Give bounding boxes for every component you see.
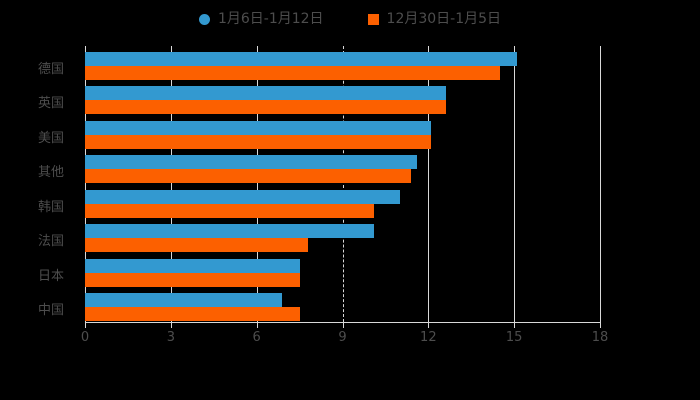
legend-entry-series-1[interactable]: 1月6日-1月12日 [198, 11, 324, 27]
legend-label-series-1: 1月6日-1月12日 [217, 11, 324, 27]
bar [85, 293, 283, 307]
y-axis-label-7: 中国 [37, 303, 64, 318]
y-axis-label-6: 日本 [37, 268, 64, 284]
y-axis-label-4: 韩国 [37, 199, 64, 215]
bar [85, 238, 309, 252]
x-axis-label-9: 9 [338, 330, 347, 345]
x-axis-tick-15 [514, 323, 516, 328]
legend-entry-series-2[interactable]: 12月30日-1月5日 [367, 11, 502, 27]
x-axis-label-15: 15 [505, 330, 523, 345]
bar [85, 155, 417, 169]
y-axis-label-2: 美国 [37, 130, 64, 146]
bar [85, 65, 500, 80]
y-axis-line [85, 46, 86, 323]
legend-label-series-2: 12月30日-1月5日 [386, 11, 502, 27]
y-axis-category-labels: 德国英国美国其他韩国法国日本中国 [0, 46, 76, 322]
y-axis-label-1: 英国 [37, 96, 64, 111]
y-axis-label-0: 德国 [37, 61, 64, 77]
bar [85, 189, 400, 204]
chart-legend: 1月6日-1月12日 12月30日-1月5日 [0, 8, 700, 30]
bar [85, 224, 374, 238]
bar [85, 169, 412, 183]
gridline-9 [342, 46, 344, 322]
gridline-3 [170, 46, 172, 322]
x-axis-tick-18 [600, 323, 601, 328]
x-axis-tick-3 [170, 323, 172, 328]
x-axis-label-3: 3 [166, 330, 175, 345]
x-axis-tick-6 [256, 323, 258, 328]
y-axis-label-5: 法国 [37, 234, 64, 249]
x-axis-label-18: 18 [591, 330, 609, 345]
x-axis-label-0: 0 [80, 330, 90, 345]
bar [85, 120, 432, 135]
plot-area [85, 46, 601, 322]
x-axis-line [85, 322, 601, 323]
gridline-12 [428, 46, 430, 322]
legend-swatch-series-1 [198, 13, 210, 25]
bar [85, 51, 518, 66]
bar [85, 203, 374, 218]
y-axis-label-3: 其他 [37, 165, 64, 180]
bar [85, 307, 300, 321]
bar [85, 134, 432, 149]
bar [85, 258, 300, 273]
x-axis-tick-12 [428, 323, 430, 328]
bar [85, 86, 446, 100]
gridline-15 [514, 46, 516, 322]
bar [85, 272, 300, 287]
x-axis-label-6: 6 [252, 330, 261, 345]
gridline-6 [256, 46, 258, 322]
legend-swatch-series-2 [367, 13, 379, 25]
x-axis-tick-9 [342, 323, 344, 328]
gridline-18 [600, 46, 601, 322]
x-axis-label-12: 12 [420, 330, 437, 345]
x-axis-tick-0 [85, 323, 86, 328]
bar [85, 100, 446, 114]
x-axis-tick-labels: 0 3 6 9 12 15 18 [0, 330, 700, 350]
